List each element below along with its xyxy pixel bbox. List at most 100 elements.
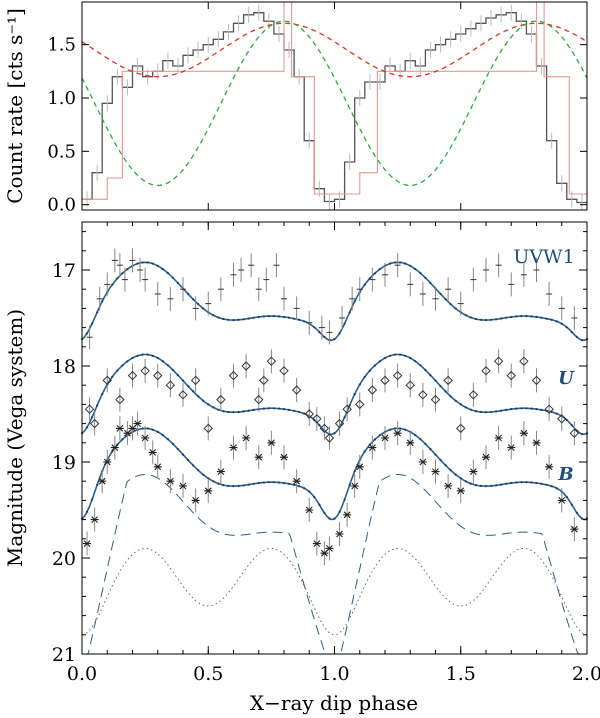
data-point-uvw1 [129,248,136,273]
model-dot [181,379,185,382]
model-dot [252,482,255,485]
asterisk-marker [381,434,389,442]
data-point-u [241,354,251,378]
model-dot [197,469,200,472]
data-point-u [266,349,277,374]
data-point-u [334,411,345,436]
model-dot [580,432,584,436]
model-dot [156,264,159,267]
model-dot [267,407,270,410]
model-dot [378,360,381,363]
model-dot [505,482,508,485]
data-point-b [204,478,213,503]
data-point-b [482,445,490,470]
model-dot [333,432,336,435]
model-dot [363,283,366,286]
model-dot [495,410,498,413]
diamond-marker [355,399,365,410]
model-dot [404,262,407,265]
model-dot [293,483,296,486]
diamond-marker [392,370,403,381]
diamond-marker [319,423,330,434]
model-dot [449,469,452,472]
model-dot [111,375,114,378]
model-dot [232,319,235,322]
data-point-uvw1 [167,286,174,311]
model-dot [424,276,427,279]
data-point-b [229,435,238,460]
data-point-b [141,426,150,450]
model-dot [303,320,306,323]
bottom-ytick-label: 19 [52,452,76,474]
data-point-uvw1 [104,272,111,297]
model-dot [490,484,493,487]
model-dot [550,318,553,321]
data-point-uvw1 [445,277,452,302]
model-dot [389,428,392,431]
model-dot [298,318,301,321]
asterisk-marker [267,439,276,447]
model-dot [495,318,498,321]
bottom-xtick-label: 1.0 [319,663,349,685]
model-dot [479,484,483,487]
model-dot [373,364,376,367]
model-dot [530,481,533,484]
model-dot [484,411,488,414]
model-dot [449,395,452,398]
data-point-b [418,450,427,474]
model-dot [565,418,568,422]
model-dot [91,322,94,325]
model-dot [176,374,179,377]
model-dot [444,464,447,467]
model-dot [237,410,240,414]
model-dot [121,272,124,275]
model-dot [550,485,553,488]
model-dot [409,264,412,267]
model-dot [353,300,356,303]
data-point-b [312,531,321,556]
asterisk-marker [519,429,528,437]
model-dot [212,406,215,409]
data-point-u [367,378,378,402]
asterisk-marker [216,468,225,475]
asterisk-marker [133,420,142,427]
model-dot [267,315,270,318]
data-point-uvw1 [571,306,578,330]
asterisk-marker [406,439,415,447]
data-point-uvw1 [546,282,553,306]
model-dot [368,277,371,280]
data-point-uvw1 [520,262,527,287]
model-dot [510,315,513,319]
model-dot [535,408,538,411]
model-dot [510,481,513,485]
model-dot [373,272,376,275]
model-dot [373,438,376,441]
data-point-uvw1 [137,258,144,282]
diamond-marker [456,423,466,434]
data-point-u [89,411,100,436]
model-dot [479,318,483,321]
diamond-marker [531,375,542,386]
model-dot [515,481,518,484]
model-dot [171,368,174,372]
model-dot [136,262,139,265]
data-point-uvw1 [318,315,325,340]
model-dot [156,356,159,360]
top-panel: 0.0 0.5 1.0 1.5 Count rate [cts s⁻¹] [3,1,588,216]
model-dot [525,407,528,410]
asterisk-marker [343,511,352,519]
data-point-b [216,459,225,484]
model-dot [490,318,493,321]
model-dot [444,298,447,301]
model-dot [469,482,472,485]
diamond-marker [506,370,516,381]
model-dot [535,482,538,485]
model-dot [474,484,477,487]
model-dot [287,316,291,319]
data-point-u [291,378,302,402]
data-point-b [179,474,187,498]
model-dot [232,411,235,414]
model-dot [500,317,503,320]
model-dot [262,407,265,410]
